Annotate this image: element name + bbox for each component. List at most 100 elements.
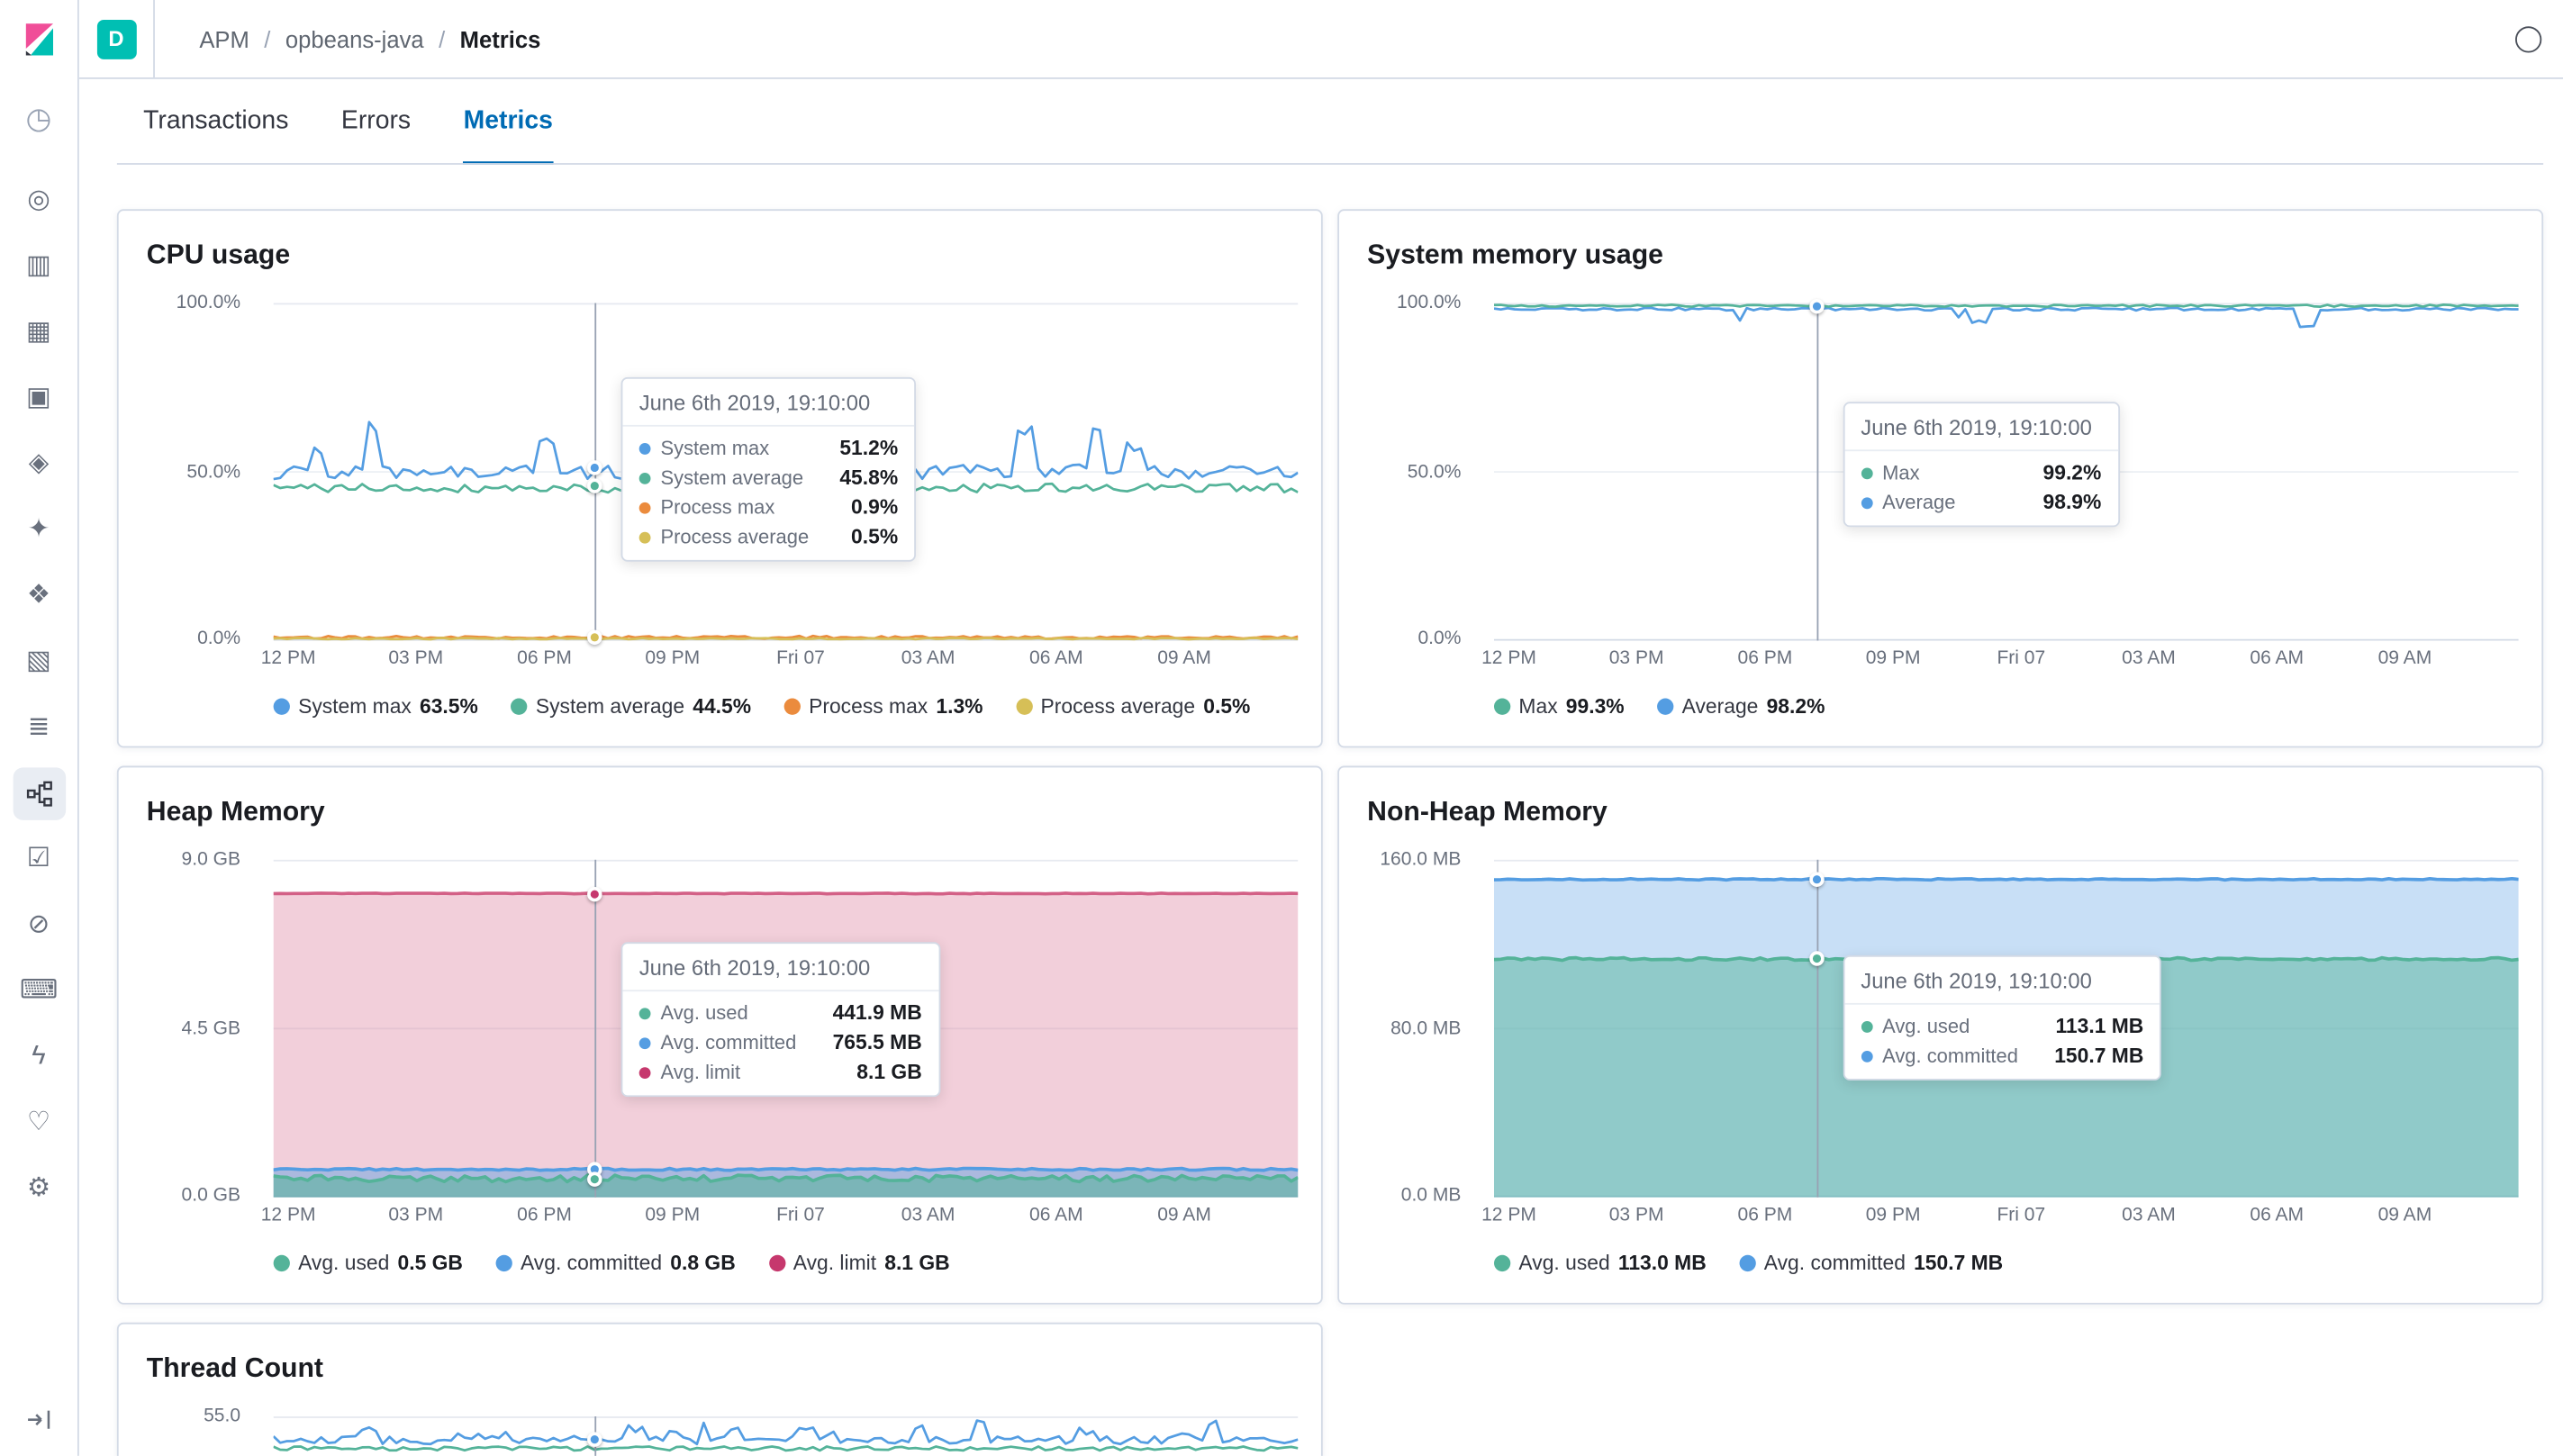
nav-item-dev-tools[interactable]: ⌨ [13, 965, 66, 1018]
legend-label: Avg. committed [1763, 1252, 1906, 1275]
x-tick-label: 06 AM [2250, 1205, 2305, 1225]
nav-item-infrastructure[interactable]: ▧ [13, 636, 66, 689]
legend-item[interactable]: Avg. used 0.5 GB [273, 1252, 463, 1275]
nav-items: ◷ ◎ ▥ ▦ ▣ ◈ ✦ ❖ ▧ ≣ ☑ ⊘ ⌨ ϟ ♡ ⚙ [0, 79, 77, 1229]
breadcrumb-separator: / [264, 25, 271, 52]
hover-marker [1808, 951, 1825, 967]
x-tick-label: 03 AM [2122, 648, 2176, 669]
top-bar-actions [2515, 25, 2542, 52]
legend-item[interactable]: Process average 0.5% [1016, 694, 1251, 719]
x-tick-label: Fri 07 [1997, 1205, 2046, 1225]
tab-errors[interactable]: Errors [340, 106, 412, 135]
legend-label: Process average [1040, 694, 1196, 719]
y-axis: 9.0 GB 4.5 GB 0.0 GB [119, 850, 258, 1206]
space-avatar[interactable]: D [96, 19, 136, 59]
breadcrumb: APM / opbeans-java / Metrics [199, 25, 540, 51]
nav-item-discover[interactable]: ◎ [13, 175, 66, 228]
legend-item[interactable]: Avg. limit 8.1 GB [768, 1252, 950, 1275]
legend-label: Process max [809, 694, 928, 719]
y-axis: 160.0 MB 80.0 MB 0.0 MB [1339, 850, 1478, 1206]
x-tick-label: 06 PM [517, 648, 572, 669]
legend-label: Average [1681, 694, 1759, 719]
series-dot-icon [495, 1254, 512, 1272]
legend-label: Max [1518, 694, 1558, 719]
x-axis: 12 PM 03 PM 06 PM 09 PM Fri 07 03 AM 06 AM 09 A… [261, 1205, 1299, 1229]
uptime-icon: ☑ [26, 845, 51, 873]
legend-item[interactable]: Max 99.3% [1493, 694, 1625, 719]
chart-plot-thread-count [273, 1416, 1299, 1456]
nav-item-graph[interactable]: ❖ [13, 570, 66, 623]
chart-legend: Max 99.3% Average 98.2% [1493, 694, 2515, 719]
legend-item[interactable]: Avg. used 113.0 MB [1493, 1252, 1707, 1275]
nav-item-dashboard[interactable]: ▦ [13, 306, 66, 359]
chart-canvas [1493, 303, 2519, 641]
y-axis: 55.0 [119, 1406, 258, 1456]
legend-item[interactable]: Average 98.2% [1657, 694, 1825, 719]
x-tick-label: 03 PM [1608, 1205, 1664, 1225]
nav-item-siem[interactable]: ⊘ [13, 900, 66, 953]
x-tick-label: 03 AM [2122, 1205, 2176, 1225]
nav-item-logs[interactable]: ≣ [13, 701, 66, 755]
chart-plot-heap-memory: June 6th 2019, 19:10:00 Avg. used 441.9 MB… [273, 859, 1299, 1198]
space-selector[interactable]: D [79, 0, 155, 77]
legend-value: 150.7 MB [1914, 1252, 2004, 1275]
apm-branch-icon [25, 781, 51, 807]
y-tick-label: 0.0 GB [181, 1185, 241, 1206]
collapse-nav-button[interactable] [14, 1393, 67, 1446]
series-dot-icon [1657, 698, 1674, 715]
dashboard-icon: ▦ [26, 318, 51, 347]
canvas-icon: ▣ [26, 384, 51, 412]
nav-item-uptime[interactable]: ☑ [13, 834, 66, 887]
legend-item[interactable]: System average 44.5% [511, 694, 751, 719]
series-dot-icon [1493, 698, 1511, 715]
hover-marker [587, 1171, 602, 1186]
tab-transactions[interactable]: Transactions [143, 106, 289, 135]
legend-item[interactable]: Process max 1.3% [783, 694, 983, 719]
legend-item[interactable]: Avg. committed 150.7 MB [1739, 1252, 2003, 1275]
maps-icon: ◈ [28, 449, 50, 478]
legend-label: Avg. committed [520, 1252, 663, 1275]
x-tick-label: 09 AM [2377, 648, 2432, 669]
series-dot-icon [1016, 698, 1033, 715]
x-tick-label: 12 PM [260, 1205, 316, 1225]
x-tick-label: 12 PM [1481, 1205, 1536, 1225]
nav-item-management[interactable]: ⚙ [13, 1162, 66, 1216]
hover-marker [1808, 299, 1825, 314]
x-tick-label: Fri 07 [776, 1205, 825, 1225]
dev-tools-icon: ⌨ [19, 976, 59, 1005]
legend-value: 8.1 GB [884, 1252, 950, 1275]
breadcrumb-service[interactable]: opbeans-java [285, 25, 424, 52]
graph-icon: ❖ [26, 581, 51, 610]
chart-title-non-heap-memory: Non-Heap Memory [1367, 797, 1608, 827]
y-tick-label: 50.0% [186, 462, 241, 483]
nav-item-recently-viewed[interactable]: ◷ [13, 92, 66, 145]
y-tick-label: 0.0% [197, 629, 241, 649]
legend-value: 0.5% [1203, 694, 1251, 719]
nav-item-canvas[interactable]: ▣ [13, 372, 66, 425]
tab-metrics[interactable]: Metrics [437, 79, 579, 165]
x-tick-label: Fri 07 [776, 648, 825, 669]
nav-item-visualize[interactable]: ▥ [13, 240, 66, 294]
breadcrumb-apm[interactable]: APM [199, 25, 249, 52]
nav-item-machine-learning[interactable]: ✦ [13, 504, 66, 557]
nav-item-watcher[interactable]: ϟ [13, 1031, 66, 1084]
chart-legend: Avg. used 113.0 MB Avg. committed 150.7 MB [1493, 1252, 2515, 1275]
nav-item-stack-monitoring[interactable]: ♡ [13, 1097, 66, 1150]
y-tick-label: 80.0 MB [1390, 1018, 1462, 1039]
breadcrumb-separator: / [439, 25, 446, 52]
legend-item[interactable]: System max 63.5% [273, 695, 478, 718]
legend-label: System average [535, 694, 685, 719]
nav-item-maps[interactable]: ◈ [13, 439, 66, 492]
series-dot-icon [273, 1254, 290, 1272]
kibana-logo[interactable] [0, 0, 79, 79]
x-tick-label: 09 AM [1157, 648, 1211, 669]
chart-title-system-memory-usage: System memory usage [1367, 240, 1663, 270]
nav-item-apm[interactable] [12, 767, 66, 820]
crosshair-line [594, 859, 597, 1198]
circle-icon[interactable] [2515, 25, 2542, 52]
x-tick-label: 06 PM [1737, 1205, 1793, 1225]
hover-marker [587, 478, 602, 493]
infrastructure-icon: ▧ [26, 647, 51, 675]
legend-item[interactable]: Avg. committed 0.8 GB [495, 1252, 736, 1275]
management-icon: ⚙ [26, 1174, 51, 1203]
